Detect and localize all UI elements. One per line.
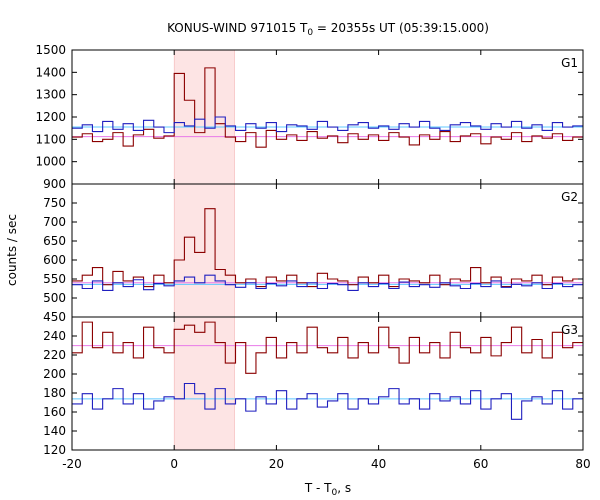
panel-frame-G2 bbox=[71, 183, 584, 318]
panel-frame-G3 bbox=[71, 316, 584, 451]
y-tick-label: 160 bbox=[43, 405, 66, 419]
y-tick-label: 1500 bbox=[35, 43, 66, 57]
panel-label-G3: G3 bbox=[561, 323, 578, 337]
y-tick-label: 120 bbox=[43, 443, 66, 457]
series-line-G3-blue bbox=[72, 382, 583, 420]
x-tick-label: 40 bbox=[371, 457, 386, 471]
series-line-G3-dark bbox=[72, 321, 583, 374]
y-tick-label: 1100 bbox=[35, 132, 66, 146]
x-tick-label: -20 bbox=[62, 457, 82, 471]
y-tick-label: 550 bbox=[43, 272, 66, 286]
y-tick-label: 1300 bbox=[35, 88, 66, 102]
y-tick-label: 180 bbox=[43, 386, 66, 400]
y-tick-label: 450 bbox=[43, 310, 66, 324]
panel-label-G2: G2 bbox=[561, 190, 578, 204]
y-tick-label: 650 bbox=[43, 234, 66, 248]
x-tick-label: 20 bbox=[269, 457, 284, 471]
frame-layer bbox=[71, 49, 584, 451]
x-axis-label: T - T0, s bbox=[304, 481, 351, 498]
y-tick-label: 1400 bbox=[35, 65, 66, 79]
x-tick-label: 80 bbox=[575, 457, 590, 471]
y-tick-label: 140 bbox=[43, 424, 66, 438]
y-tick-label: 500 bbox=[43, 291, 66, 305]
series-line-G1-blue bbox=[72, 116, 583, 134]
y-tick-label: 900 bbox=[43, 177, 66, 191]
y-tick-label: 240 bbox=[43, 329, 66, 343]
series-line-G1-dark bbox=[72, 67, 583, 148]
chart-title: KONUS-WIND 971015 T0 = 20355s UT (05:39:… bbox=[167, 21, 489, 38]
series-line-G2-dark bbox=[72, 208, 583, 288]
x-tick-label: 60 bbox=[473, 457, 488, 471]
series-layer bbox=[72, 67, 583, 420]
y-tick-label: 1000 bbox=[35, 155, 66, 169]
y-tick-label: 200 bbox=[43, 367, 66, 381]
text-layer: 900100011001200130014001500G145050055060… bbox=[5, 21, 591, 498]
y-tick-label: 1200 bbox=[35, 110, 66, 124]
panel-label-G1: G1 bbox=[561, 56, 578, 70]
y-tick-label: 600 bbox=[43, 253, 66, 267]
x-tick-label: 0 bbox=[170, 457, 178, 471]
y-tick-label: 750 bbox=[43, 196, 66, 210]
series-line-G2-blue bbox=[72, 274, 583, 291]
y-tick-label: 220 bbox=[43, 348, 66, 362]
y-tick-label: 700 bbox=[43, 215, 66, 229]
y-axis-label: counts / sec bbox=[5, 214, 19, 286]
panel-frame-G1 bbox=[71, 49, 584, 185]
